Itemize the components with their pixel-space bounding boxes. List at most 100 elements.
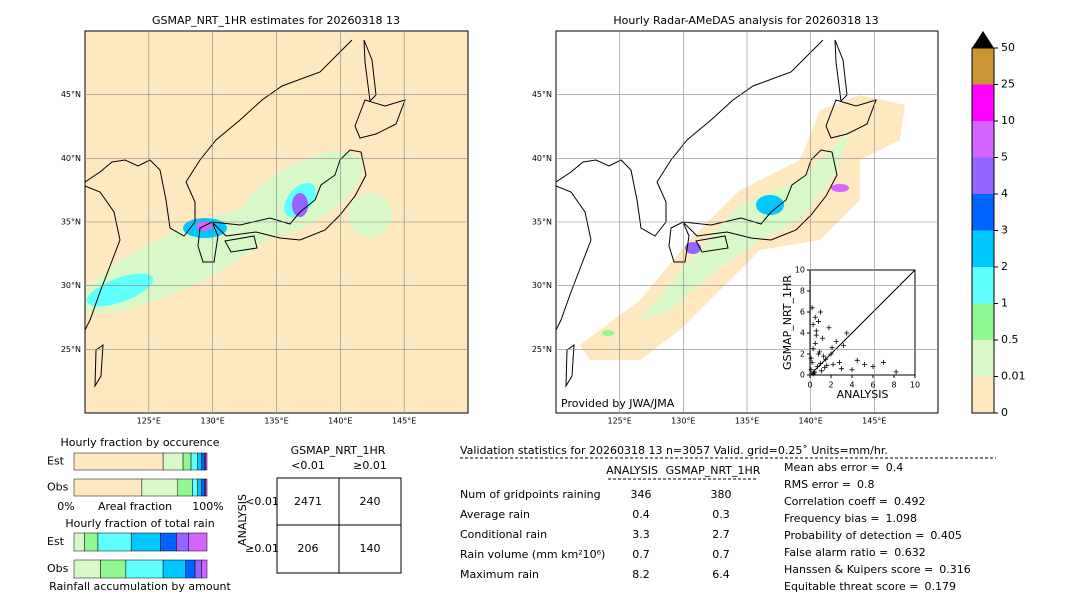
fraction-segment [84,532,99,552]
fraction-segment [130,532,161,552]
x-tick-label: 2 [828,381,833,390]
fraction-segment [197,478,202,497]
fraction-segment [160,532,177,552]
row-label: Obs [47,562,69,575]
colorbar-segment [972,84,994,121]
colorbar-segment [972,48,994,85]
scatter-point [814,364,820,370]
one-to-one-line [809,269,916,376]
fraction-segment [125,559,164,579]
scatter-point [809,305,815,311]
lat-tick-label: 30°N [532,281,552,290]
row-label: Est [47,455,65,468]
scatter-point [829,345,835,351]
scatter-point [849,367,855,373]
stat-value: 380 [711,488,732,501]
y-tick-label: 4 [800,329,805,338]
colorbar-label: 3 [1001,224,1008,237]
stat-label: Num of gridpoints raining [460,488,601,501]
colorbar-label: 25 [1001,78,1015,91]
scatter-point [830,362,836,367]
colorbar-label: 0 [1001,406,1008,419]
stat-value: 0.4 [632,508,650,521]
fraction-segment [73,452,164,471]
lon-tick-label: 145°E [862,417,886,426]
fraction-segment [100,559,127,579]
credit: Provided by JWA/JMA [561,397,675,410]
score-value: 0.632 [894,546,926,559]
scatter-point [836,359,842,365]
column-title: GSMAP_NRT_1HR [291,444,386,457]
scatter-point [841,343,847,349]
lon-tick-label: 145°E [392,417,416,426]
score-value: 0.492 [894,495,926,508]
stat-value: 0.7 [632,548,650,561]
colorbar-extension [972,31,994,48]
x-axis-label: Rainfall accumulation by amount [49,580,231,593]
scatter-point [813,332,819,338]
lat-tick-label: 40°N [532,154,552,163]
table-cell: 2471 [294,495,322,508]
y-tick-label: 0 [800,371,805,380]
y-axis-label: GSMAP_NRT_1HR [781,275,794,370]
score-label: Probability of detection = [784,529,924,542]
lon-tick-label: 125°E [137,417,161,426]
column-label: ≥0.01 [353,459,387,472]
x-tick-label: 6 [870,381,875,390]
stat-label: Maximum rain [460,568,539,581]
scatter-point [818,309,823,315]
scatter-point [823,356,829,362]
fraction-segment [205,478,208,497]
fraction-segment [205,452,208,471]
lon-tick-label: 140°E [328,417,352,426]
score-value: 0.8 [857,478,875,491]
scatter-point [810,322,816,328]
y-tick-label: 10 [795,266,805,275]
score-label: RMS error = [784,478,851,491]
colorbar-label: 4 [1001,187,1008,200]
fraction-segment [194,559,202,579]
scatter-point [811,369,817,375]
x-tick-label: 0 [807,381,812,390]
score-label: Mean abs error = [784,461,880,474]
table-cell: 140 [360,542,381,555]
fraction-segment [177,478,193,497]
scatter-point [862,362,868,367]
scatter-point [813,328,819,334]
stat-label: Conditional rain [460,528,547,541]
score-value: 0.405 [930,529,962,542]
score-value: 0.4 [886,461,904,474]
scatter-point [821,353,827,359]
colorbar-label: 10 [1001,114,1015,127]
scatter-point [826,325,832,331]
fraction-segment [190,452,198,471]
y-tick-label: 8 [800,287,805,296]
colorbar-segment [972,230,994,267]
y-tick-label: 6 [800,308,805,317]
stat-value: 8.2 [632,568,650,581]
scatter-point [824,363,830,369]
scatter-point [820,335,826,341]
lon-tick-label: 140°E [799,417,823,426]
table-cell: 206 [298,542,319,555]
fraction-segment [162,559,186,579]
chart-title: Hourly fraction of total rain [65,517,214,530]
row-label: <0.01 [245,495,279,508]
lat-tick-label: 35°N [532,218,552,227]
score-label: Correlation coeff = [784,495,888,508]
fraction-segment [197,452,202,471]
fraction-segment [192,478,198,497]
fraction-segment [73,532,85,552]
colorbar-label: 0.5 [1001,333,1019,346]
scatter-point [870,364,876,370]
rain-field [580,95,905,360]
scatter-point [809,359,815,365]
fraction-segment [73,559,101,579]
scatter-point [833,338,839,344]
scatter-point [815,318,821,324]
x-axis-label: ANALYSIS [837,388,889,401]
scatter-point [893,369,899,375]
y-tick-label: 2 [800,350,805,359]
x-tick-label: 8 [891,381,896,390]
column-label: <0.01 [291,459,325,472]
